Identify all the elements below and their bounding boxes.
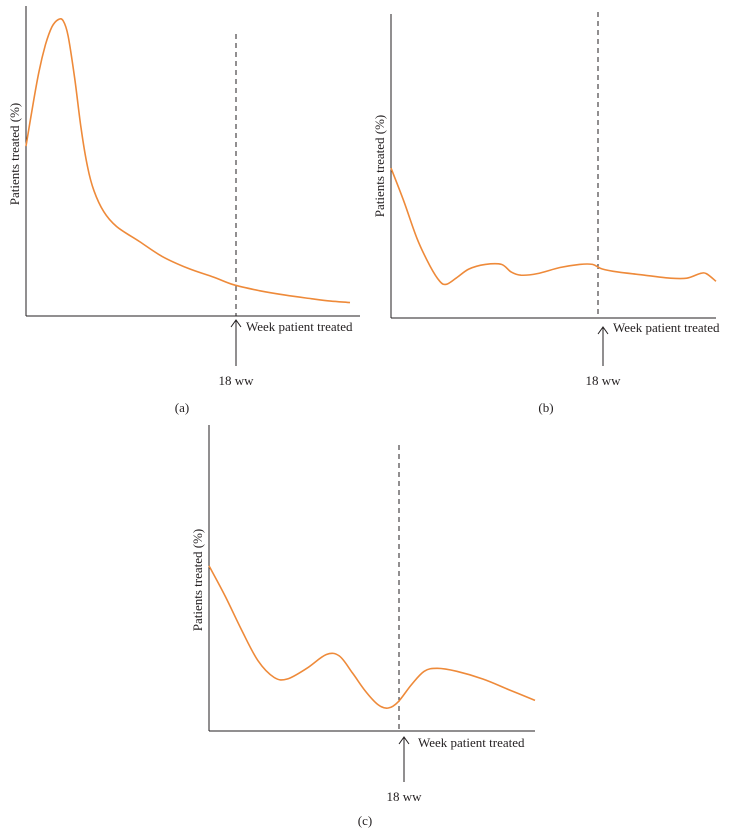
marker-arrow-icon (398, 736, 410, 745)
series-curve (25, 17, 351, 304)
x-axis-label: Week patient treated (613, 320, 720, 335)
x-axis-label: Week patient treated (246, 319, 353, 334)
series-curve (208, 565, 536, 709)
marker-label: 18 ww (218, 373, 254, 388)
chart-panel-c: Patients treated (%) Week patient treate… (190, 425, 536, 828)
marker-arrow-icon (597, 326, 609, 335)
panel-label: (c) (358, 813, 372, 828)
y-axis-label: Patients treated (%) (7, 103, 22, 206)
series-curve (390, 167, 717, 286)
x-axis-label: Week patient treated (418, 735, 525, 750)
chart-panel-a: Patients treated (%) Week patient treate… (7, 6, 360, 415)
y-axis-label: Patients treated (%) (372, 115, 387, 218)
marker-label: 18 ww (585, 373, 621, 388)
y-axis-label: Patients treated (%) (190, 529, 205, 632)
marker-arrow-icon (230, 319, 242, 328)
chart-panel-b: Patients treated (%) Week patient treate… (372, 12, 720, 415)
panel-label: (a) (175, 400, 189, 415)
panel-label: (b) (538, 400, 553, 415)
marker-label: 18 ww (386, 789, 422, 804)
